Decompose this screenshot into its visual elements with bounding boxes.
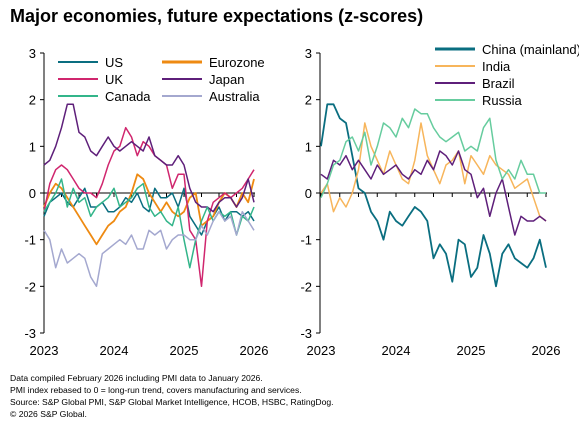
footnotes: Data compiled February 2026 including PM… <box>10 372 334 420</box>
y-tick-label: -3 <box>24 326 36 341</box>
legend-label: China (mainland) <box>482 42 579 57</box>
legend-label: Eurozone <box>209 55 265 70</box>
x-tick-label: 2026 <box>240 343 269 358</box>
series-line-us <box>43 187 255 236</box>
footnote-line: PMI index rebased to 0 = long-run trend,… <box>10 385 302 395</box>
series-line-japan <box>43 103 255 213</box>
legend-label: Australia <box>209 89 260 104</box>
footnote-line: © 2026 S&P Global. <box>10 409 87 419</box>
series-line-brazil <box>320 150 547 236</box>
legend-label: India <box>482 59 511 74</box>
x-tick-label: 2024 <box>382 343 411 358</box>
chart-title: Major economies, future expectations (z-… <box>10 6 424 26</box>
series-line-china-mainland <box>320 103 547 288</box>
y-tick-label: 2 <box>305 93 312 108</box>
series-line-australia <box>43 210 255 288</box>
y-tick-label: 1 <box>29 139 36 154</box>
y-tick-label: 0 <box>305 186 312 201</box>
legend-label: Japan <box>209 72 244 87</box>
y-tick-label: 0 <box>29 186 36 201</box>
y-tick-label: 3 <box>305 46 312 61</box>
y-tick-label: 1 <box>305 139 312 154</box>
series-line-uk <box>43 126 255 288</box>
series-line-russia <box>320 108 546 199</box>
y-tick-label: -2 <box>300 279 312 294</box>
y-tick-label: -1 <box>24 233 36 248</box>
legend-label: Russia <box>482 93 523 108</box>
x-tick-label: 2026 <box>532 343 561 358</box>
legend-label: Brazil <box>482 76 515 91</box>
legend-label: Canada <box>105 89 151 104</box>
y-tick-label: 2 <box>29 93 36 108</box>
y-tick-label: -3 <box>300 326 312 341</box>
x-tick-label: 2024 <box>100 343 129 358</box>
legend-label: US <box>105 55 123 70</box>
x-tick-label: 2023 <box>307 343 336 358</box>
charts-canvas: 3 2 1 0 -1 -2 -3 2023 2024 2025 2026 US Eurozone UK Ja… <box>24 42 579 358</box>
x-tick-label: 2023 <box>30 343 59 358</box>
right-panel: 3 2 1 0 -1 -2 -3 2023 2024 2025 2026 China (mainlan… <box>300 42 579 358</box>
x-tick-label: 2025 <box>457 343 486 358</box>
y-tick-label: -2 <box>24 279 36 294</box>
legend-label: UK <box>105 72 123 87</box>
y-tick-label: 3 <box>29 46 36 61</box>
left-panel: 3 2 1 0 -1 -2 -3 2023 2024 2025 2026 US Eurozone UK Ja… <box>24 46 268 358</box>
footnote-line: Data compiled February 2026 including PM… <box>10 373 263 383</box>
footnote-line: Source: S&P Global PMI, S&P Global Marke… <box>10 397 334 407</box>
x-tick-label: 2025 <box>170 343 199 358</box>
y-tick-label: -1 <box>300 233 312 248</box>
